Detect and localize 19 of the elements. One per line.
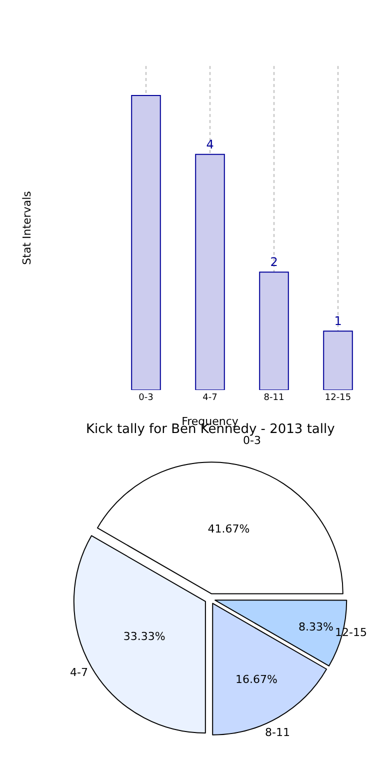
slice-label: 4-7 <box>70 666 88 679</box>
x-tick-label: 4-7 <box>202 393 218 403</box>
bar <box>259 272 289 390</box>
slice-label: 0-3 <box>243 434 261 447</box>
data-label: 16.67% <box>235 672 278 686</box>
x-tick-label: 8-11 <box>264 393 284 403</box>
bar <box>131 94 161 390</box>
x-tick-label: 12-15 <box>324 393 352 403</box>
data-label: 2 <box>270 255 278 270</box>
slice-label: 8-11 <box>265 726 290 739</box>
data-label: 8.33% <box>298 620 334 634</box>
bar <box>323 330 353 390</box>
y-axis-title: Stat Intervals <box>20 190 34 265</box>
x-tick-label: 0-3 <box>138 393 154 403</box>
data-label: 4 <box>206 137 214 152</box>
data-label: 33.33% <box>123 630 166 644</box>
data-label: 41.67% <box>208 522 250 536</box>
data-label: 1 <box>334 314 342 328</box>
bar <box>195 154 225 390</box>
